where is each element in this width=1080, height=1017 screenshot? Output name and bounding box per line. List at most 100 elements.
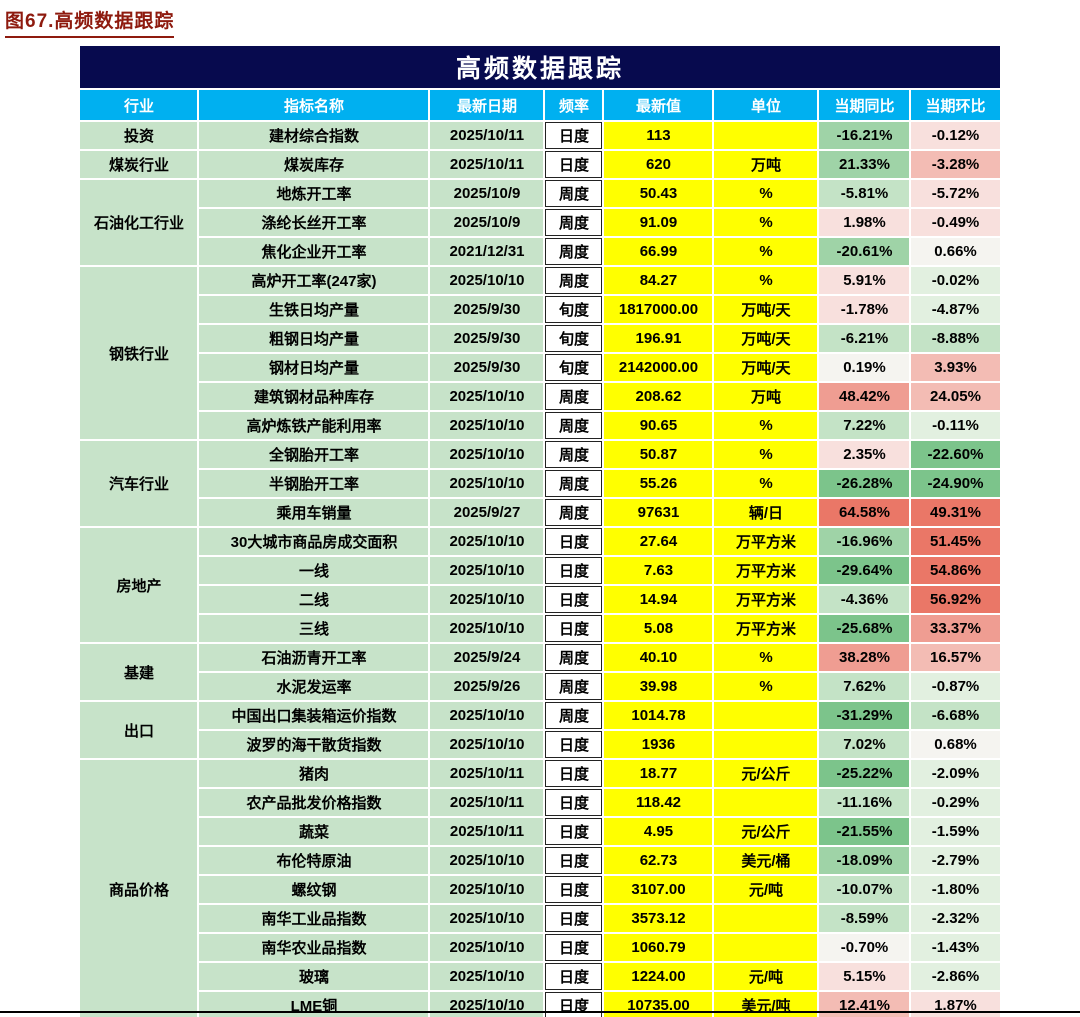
mom-cell: -5.72% [911,180,1000,207]
table-row: 布伦特原油 2025/10/10 日度 62.73 美元/桶 -18.09% -2.79% [80,847,1000,874]
date-cell: 2025/10/10 [430,731,544,758]
frequency-cell: 周度 [545,180,603,207]
indicator-cell: 焦化企业开工率 [199,238,429,265]
column-header-industry: 行业 [80,90,198,120]
frequency-cell: 日度 [545,905,603,932]
table-title-row: 高频数据跟踪 [80,46,1000,88]
table-row: 蔬菜 2025/10/11 日度 4.95 元/公斤 -21.55% -1.59% [80,818,1000,845]
frequency-cell: 日度 [545,615,603,642]
table-row: 基建 石油沥青开工率 2025/9/24 周度 40.10% 38.28% 16.57% [80,644,1000,700]
value-cell: 62.73 [604,847,713,874]
table-row: 南华农业品指数 2025/10/10 日度 1060.79 -0.70% -1.43% [80,934,1000,961]
indicator-cell: 中国出口集装箱运价指数 [199,702,429,729]
date-cell: 2021/12/31 [430,238,544,265]
mom-cell: -24.90% [911,470,1000,497]
indicator-cell: 煤炭库存 [199,151,429,178]
table-row: LME铜 2025/10/10 日度 10735.00 美元/吨 12.41% 1.87% [80,992,1000,1017]
frequency-cell: 日度 [545,992,603,1017]
yoy-cell: -25.22% [819,760,910,787]
date-cell: 2025/10/10 [430,557,544,584]
unit-cell [714,702,818,729]
table-row: 钢铁行业 高炉开工率(247家) 2025/10/10 周度 84.27% 5.91% -0… [80,267,1000,439]
yoy-cell: 0.19% [819,354,910,381]
unit-cell: 万吨 [714,383,818,410]
value-cell: 39.98 [604,673,713,700]
frequency-cell: 日度 [545,963,603,990]
indicator-cell: 高炉开工率(247家) [199,267,429,294]
mom-cell: -1.80% [911,876,1000,903]
indicator-cell: 30大城市商品房成交面积 [199,528,429,555]
frequency-cell: 旬度 [545,325,603,352]
indicator-cell: 粗钢日均产量 [199,325,429,352]
table-row: 乘用车销量 2025/9/27 周度 97631 辆/日 64.58% 49.31% [80,499,1000,526]
unit-cell: 元/吨 [714,963,818,990]
date-cell: 2025/10/10 [430,383,544,410]
indicator-cell: 建筑钢材品种库存 [199,383,429,410]
value-cell: 90.65 [604,412,713,439]
value-cell: 1936 [604,731,713,758]
yoy-cell: -6.21% [819,325,910,352]
table-row: 农产品批发价格指数 2025/10/11 日度 118.42 -11.16% -0.29% [80,789,1000,816]
unit-cell: % [714,267,818,294]
value-cell: 2142000.00 [604,354,713,381]
value-cell: 4.95 [604,818,713,845]
mom-cell: 1.87% [911,992,1000,1017]
mom-cell: -1.43% [911,934,1000,961]
column-header-yoy: 当期同比 [819,90,910,120]
value-cell: 5.08 [604,615,713,642]
industry-cell: 出口 [80,702,198,758]
mom-cell: -1.59% [911,818,1000,845]
indicator-cell: LME铜 [199,992,429,1017]
unit-cell: % [714,644,818,671]
yoy-cell: 1.98% [819,209,910,236]
table-row: 水泥发运率 2025/9/26 周度 39.98% 7.62% -0.87% [80,673,1000,700]
industry-cell: 房地产 [80,528,198,642]
value-cell: 208.62 [604,383,713,410]
value-cell: 14.94 [604,586,713,613]
mom-cell: -2.32% [911,905,1000,932]
value-cell: 1014.78 [604,702,713,729]
date-cell: 2025/10/10 [430,441,544,468]
unit-cell [714,122,818,149]
unit-cell: 辆/日 [714,499,818,526]
date-cell: 2025/10/10 [430,963,544,990]
frequency-cell: 周度 [545,383,603,410]
mom-cell: 16.57% [911,644,1000,671]
date-cell: 2025/10/10 [430,470,544,497]
unit-cell: % [714,673,818,700]
mom-cell: 56.92% [911,586,1000,613]
frequency-cell: 周度 [545,267,603,294]
date-cell: 2025/10/9 [430,209,544,236]
date-cell: 2025/9/30 [430,296,544,323]
value-cell: 50.43 [604,180,713,207]
indicator-cell: 猪肉 [199,760,429,787]
yoy-cell: -26.28% [819,470,910,497]
value-cell: 10735.00 [604,992,713,1017]
industry-cell: 石油化工行业 [80,180,198,265]
unit-cell: 元/吨 [714,876,818,903]
column-header-unit: 单位 [714,90,818,120]
unit-cell: % [714,412,818,439]
value-cell: 66.99 [604,238,713,265]
mom-cell: -22.60% [911,441,1000,468]
table-row: 钢材日均产量 2025/9/30 旬度 2142000.00 万吨/天 0.19% 3.93… [80,354,1000,381]
yoy-cell: 7.22% [819,412,910,439]
table-row: 石油化工行业 地炼开工率 2025/10/9 周度 50.43% -5.81% -5.72% [80,180,1000,265]
date-cell: 2025/9/24 [430,644,544,671]
mom-cell: -8.88% [911,325,1000,352]
unit-cell: 美元/吨 [714,992,818,1017]
column-header-mom: 当期环比 [911,90,1000,120]
date-cell: 2025/10/10 [430,992,544,1017]
column-header-row: 行业 指标名称 最新日期 频率 最新值 单位 当期同比 当期环比 [80,90,1000,120]
mom-cell: -2.09% [911,760,1000,787]
yoy-cell: -4.36% [819,586,910,613]
yoy-cell: 7.02% [819,731,910,758]
table-row: 玻璃 2025/10/10 日度 1224.00 元/吨 5.15% -2.86% [80,963,1000,990]
mom-cell: -6.68% [911,702,1000,729]
table-row: 南华工业品指数 2025/10/10 日度 3573.12 -8.59% -2.32% [80,905,1000,932]
frequency-cell: 日度 [545,847,603,874]
column-header-date: 最新日期 [430,90,544,120]
indicator-cell: 一线 [199,557,429,584]
table-row: 煤炭行业 煤炭库存 2025/10/11 日度 620 万吨 21.33% -3.28% [80,151,1000,178]
